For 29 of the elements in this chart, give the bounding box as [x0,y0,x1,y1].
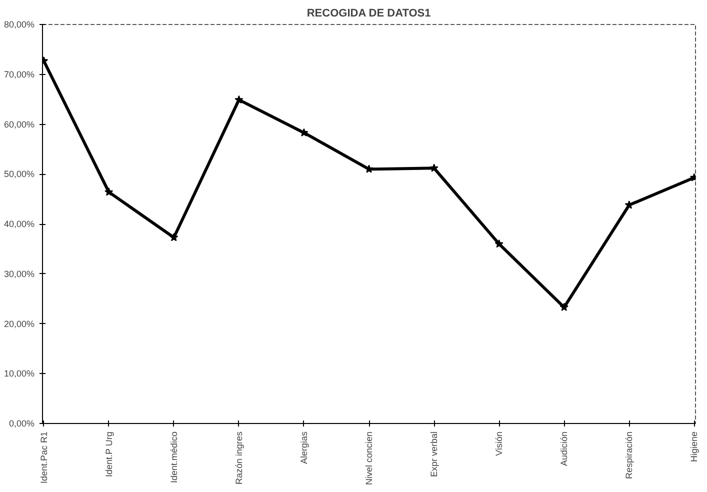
y-tick-label: 70,00% [4,69,35,80]
x-tick-label: Alergias [298,431,309,464]
y-tick-label: 0,00% [8,418,35,428]
point [560,302,568,312]
x-tick-label: Visión [494,431,504,456]
x-tick-label: Higiene [689,431,700,462]
x-tick-label: Ident.médico [168,432,179,484]
chart-title: RECOGIDA DE DATOS1 [306,8,431,20]
x-tick-label: Razón ingres [234,431,244,485]
point [170,232,178,242]
y-tick-label: 60,00% [4,119,35,130]
x-tick-label: Nivel concien [364,431,374,486]
point [234,95,244,104]
y-tick-label: 80,00% [4,20,35,30]
y-tick-label: 50,00% [4,169,35,180]
x-tick-label: Audición [559,431,570,466]
x-tick-label: Ident.Pac R1 [38,432,49,484]
y-tick-label: 40,00% [4,219,35,229]
point [300,128,308,136]
y-tick-label: 10,00% [4,368,35,379]
point [104,188,114,196]
point [430,164,438,172]
x-tick-label: Ident.P Urg [104,432,114,478]
x-tick-label: Respiración [624,431,634,480]
x-tick-label: Expr verbal [429,431,440,478]
y-tick-label: 20,00% [4,318,35,329]
point [494,239,504,248]
point [364,164,374,173]
y-tick-label: 30,00% [4,268,35,279]
